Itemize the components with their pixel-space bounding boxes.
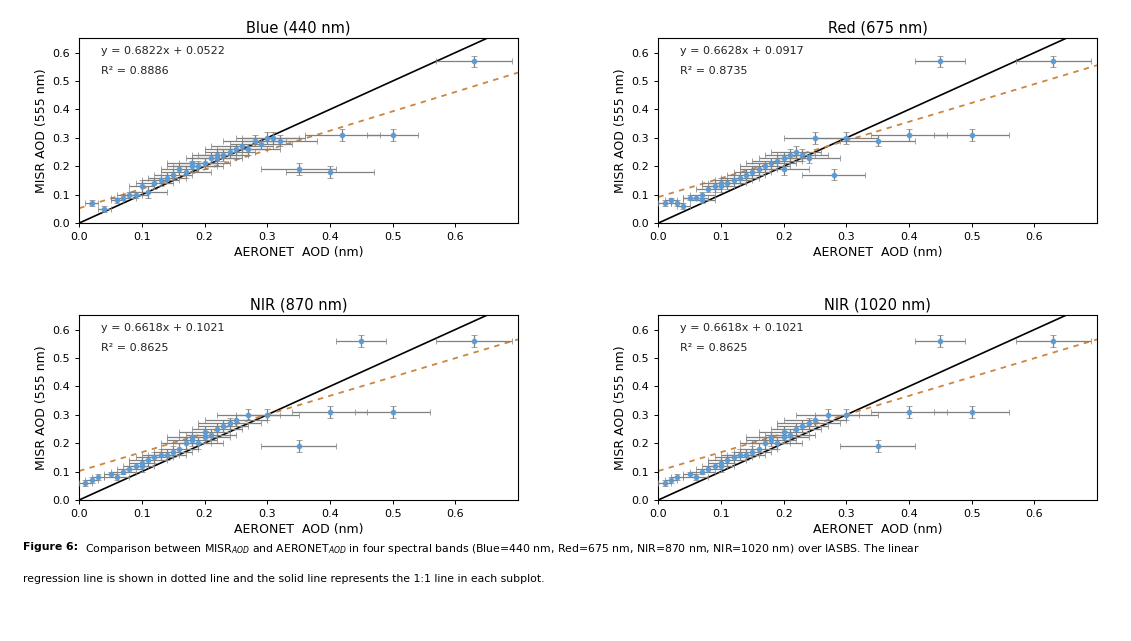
Text: R² = 0.8625: R² = 0.8625	[680, 343, 748, 353]
Y-axis label: MISR AOD (555 nm): MISR AOD (555 nm)	[35, 345, 49, 470]
Text: y = 0.6618x + 0.1021: y = 0.6618x + 0.1021	[680, 323, 804, 333]
Text: R² = 0.8625: R² = 0.8625	[101, 343, 169, 353]
Y-axis label: MISR AOD (555 nm): MISR AOD (555 nm)	[614, 69, 628, 193]
Text: Comparison between MISR$_{AOD}$ and AERONET$_{AOD}$ in four spectral bands (Blue: Comparison between MISR$_{AOD}$ and AERO…	[85, 542, 920, 556]
Title: Blue (440 nm): Blue (440 nm)	[247, 21, 351, 36]
Text: Figure 6:: Figure 6:	[23, 542, 81, 552]
X-axis label: AERONET  AOD (nm): AERONET AOD (nm)	[813, 246, 942, 259]
Title: NIR (1020 nm): NIR (1020 nm)	[824, 298, 931, 313]
Text: y = 0.6822x + 0.0522: y = 0.6822x + 0.0522	[101, 46, 225, 56]
X-axis label: AERONET  AOD (nm): AERONET AOD (nm)	[813, 523, 942, 536]
Title: NIR (870 nm): NIR (870 nm)	[250, 298, 347, 313]
Text: R² = 0.8735: R² = 0.8735	[680, 66, 748, 76]
X-axis label: AERONET  AOD (nm): AERONET AOD (nm)	[234, 246, 363, 259]
Y-axis label: MISR AOD (555 nm): MISR AOD (555 nm)	[614, 345, 628, 470]
Text: y = 0.6618x + 0.1021: y = 0.6618x + 0.1021	[101, 323, 225, 333]
Text: R² = 0.8886: R² = 0.8886	[101, 66, 169, 76]
Text: regression line is shown in dotted line and the solid line represents the 1:1 li: regression line is shown in dotted line …	[23, 574, 544, 584]
Text: y = 0.6628x + 0.0917: y = 0.6628x + 0.0917	[680, 46, 804, 56]
Title: Red (675 nm): Red (675 nm)	[828, 21, 927, 36]
X-axis label: AERONET  AOD (nm): AERONET AOD (nm)	[234, 523, 363, 536]
Y-axis label: MISR AOD (555 nm): MISR AOD (555 nm)	[35, 69, 49, 193]
